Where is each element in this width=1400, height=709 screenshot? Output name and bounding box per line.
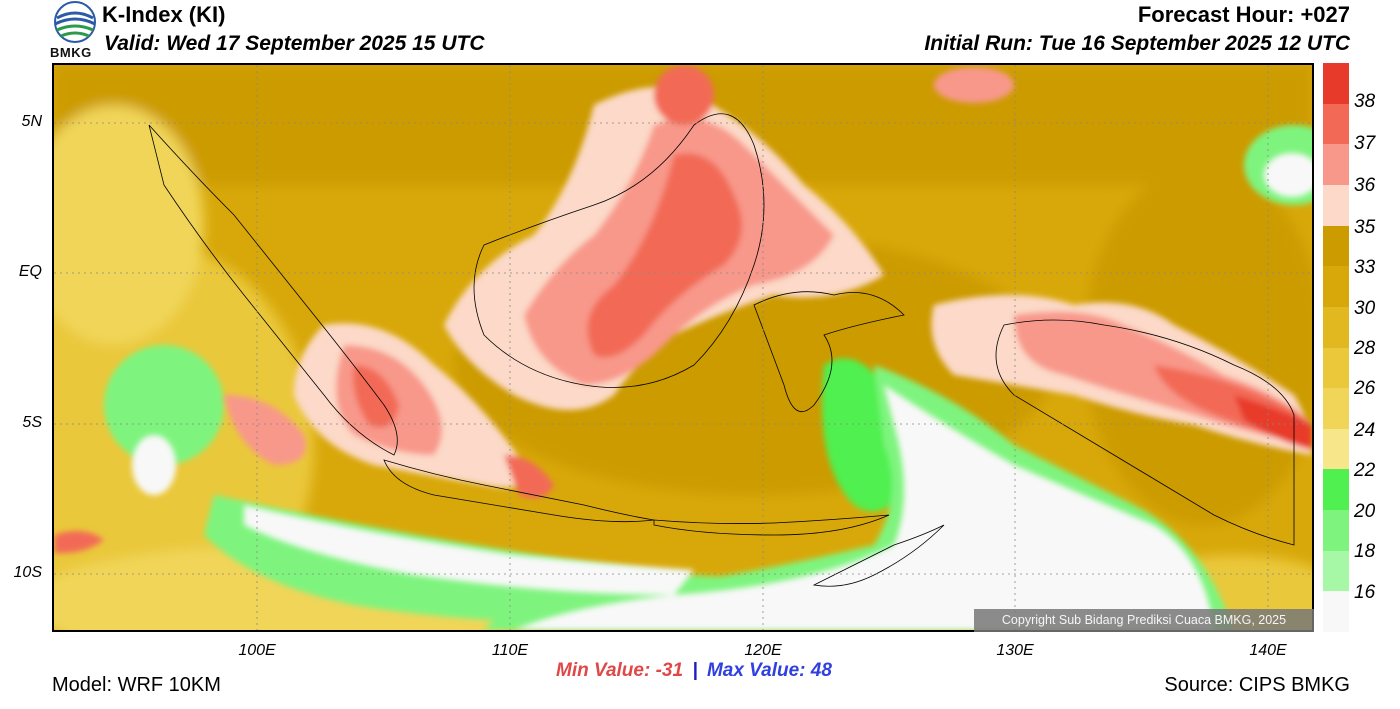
field-sw-pink <box>224 395 306 465</box>
coastlines <box>148 113 1295 587</box>
forecast-hour: Forecast Hour: +027 <box>1137 2 1350 27</box>
grid-lines <box>54 65 1312 630</box>
map-field <box>54 65 1312 630</box>
min-max-values: Min Value: -31 | Max Value: 48 <box>556 660 832 682</box>
source-label: Source: CIPS BMKG <box>1164 674 1350 696</box>
colorbar-label-37: 37 <box>1354 133 1376 154</box>
logo-text: BMKG <box>50 45 92 60</box>
field-south-white <box>244 505 694 595</box>
colorbar-segment <box>1323 510 1349 552</box>
coast-timor <box>812 524 945 587</box>
colorbar-segment <box>1323 428 1349 470</box>
lon-label-130e: 130E <box>996 642 1034 659</box>
valid-time: Valid: Wed 17 September 2025 15 UTC <box>104 32 485 55</box>
coast-sulawesi <box>753 291 905 412</box>
field-banda-white <box>514 385 1214 630</box>
field-west-green <box>104 345 224 465</box>
colorbar-label-18: 18 <box>1354 541 1376 562</box>
colorbar-label-22: 22 <box>1354 460 1376 481</box>
field-sumatra-red <box>353 365 399 428</box>
lat-label-eq: EQ <box>18 263 42 280</box>
lon-label-100e: 100E <box>238 642 276 659</box>
max-value: Max Value: 48 <box>706 660 832 681</box>
initial-run: Initial Run: Tue 16 September 2025 12 UT… <box>924 32 1350 55</box>
colorbar-segment <box>1323 103 1349 145</box>
field-west-white <box>132 435 176 495</box>
colorbar <box>1323 63 1349 633</box>
colorbar-segment <box>1323 469 1349 511</box>
coast-nusa-tenggara <box>653 514 890 536</box>
colorbar-segment <box>1323 144 1349 186</box>
lon-label-110e: 110E <box>491 642 529 659</box>
field-papua-darkred <box>1234 395 1312 450</box>
coast-borneo <box>473 113 765 388</box>
colorbar-label-36: 36 <box>1354 175 1376 196</box>
lat-label-5n: 5N <box>21 113 42 130</box>
colorbar-segment <box>1323 306 1349 348</box>
coast-papua <box>995 319 1295 546</box>
bmkg-logo <box>54 1 96 43</box>
coast-sumatra <box>148 124 398 456</box>
colorbar-segment <box>1323 225 1349 267</box>
min-value: Min Value: -31 <box>556 660 684 681</box>
lat-label-10s: 10S <box>13 564 42 581</box>
field-north-red <box>654 65 714 125</box>
field-java-red <box>504 455 554 499</box>
colorbar-label-16: 16 <box>1354 582 1376 603</box>
field-ne-white <box>1264 153 1312 197</box>
colorbar-segment <box>1323 550 1349 592</box>
lon-label-140e: 140E <box>1249 642 1287 659</box>
lon-label-120e: 120E <box>744 642 782 659</box>
copyright-note: Copyright Sub Bidang Prediksi Cuaca BMKG… <box>974 609 1314 632</box>
colorbar-segment <box>1323 347 1349 389</box>
colorbar-segment <box>1323 184 1349 227</box>
colorbar-label-26: 26 <box>1354 378 1376 399</box>
field-north-pink <box>934 67 1014 103</box>
colorbar-label-20: 20 <box>1354 501 1376 522</box>
field-west-red <box>54 531 104 554</box>
model-label: Model: WRF 10KM <box>52 674 221 696</box>
colorbar-label-38: 38 <box>1354 91 1376 112</box>
colorbar-label-35: 35 <box>1354 217 1376 238</box>
min-max-separator: | <box>692 660 698 681</box>
field-borneo-red <box>587 153 742 358</box>
colorbar-label-33: 33 <box>1354 257 1376 278</box>
k-index-map <box>52 63 1314 632</box>
colorbar-segment <box>1323 63 1349 105</box>
page-title: K-Index (KI) <box>102 2 226 27</box>
colorbar-segment <box>1323 388 1349 430</box>
colorbar-label-24: 24 <box>1354 420 1376 441</box>
colorbar-segment <box>1323 266 1349 308</box>
colorbar-label-30: 30 <box>1354 298 1376 319</box>
colorbar-label-28: 28 <box>1354 338 1376 359</box>
field-west-light <box>54 105 204 345</box>
colorbar-segment <box>1323 591 1349 633</box>
lat-label-5s: 5S <box>22 414 42 431</box>
